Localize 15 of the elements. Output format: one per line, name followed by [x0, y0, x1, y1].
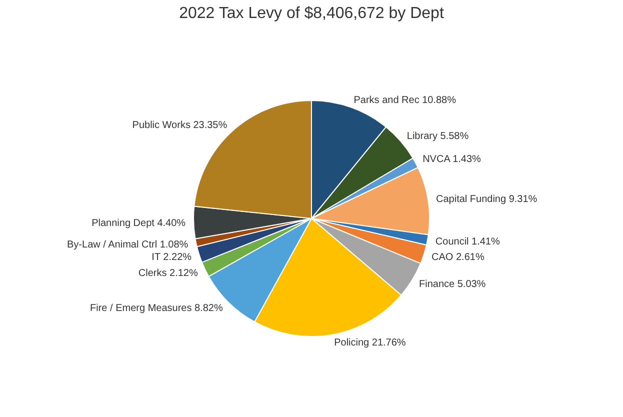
- slice-label: NVCA 1.43%: [422, 154, 482, 166]
- slice-label: Finance 5.03%: [418, 279, 486, 290]
- slice-label: Planning Dept 4.40%: [92, 218, 186, 229]
- chart-title: 2022 Tax Levy of $8,406,672 by Dept: [179, 5, 444, 22]
- slice-label: Council 1.41%: [435, 236, 500, 248]
- slice-label: Public Works 23.35%: [132, 120, 228, 131]
- slice-label: Fire / Emerg Measures 8.82%: [90, 303, 223, 314]
- slice-label: IT 2.22%: [152, 252, 192, 263]
- slice-label: CAO 2.61%: [432, 252, 484, 263]
- slice-label: Policing 21.76%: [334, 337, 406, 348]
- slice-label: Capital Funding 9.31%: [436, 194, 538, 206]
- slice-label: Clerks 2.12%: [138, 268, 198, 279]
- slice-label: Parks and Rec 10.88%: [354, 94, 456, 106]
- slice-label: Library 5.58%: [406, 131, 469, 142]
- slice-label: By-Law / Animal Ctrl 1.08%: [67, 239, 188, 250]
